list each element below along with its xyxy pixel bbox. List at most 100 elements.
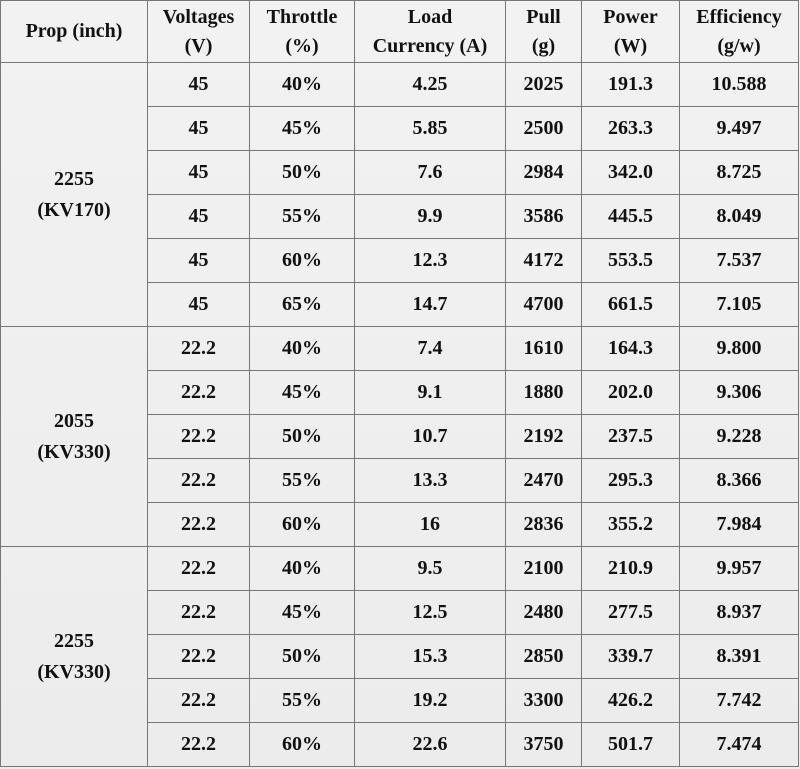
header-throttle: Throttle (%) (249, 0, 355, 63)
prop-kv: (KV330) (37, 440, 111, 463)
table-row: 45 65% 14.7 4700 661.5 7.105 (1, 282, 799, 327)
power-cell: 445.5 (581, 194, 680, 239)
pull-cell: 2836 (505, 502, 582, 547)
throttle-cell: 45% (249, 370, 355, 415)
power-cell: 426.2 (581, 678, 680, 723)
efficiency-cell: 9.800 (679, 326, 799, 371)
header-prop-label: Prop (inch) (25, 20, 123, 42)
header-load-line1: Load (407, 5, 453, 28)
prop-cell: 2255 (KV170) (0, 62, 148, 327)
load-cell: 9.1 (354, 370, 506, 415)
voltage-cell: 45 (147, 238, 250, 283)
table-body: 2255 (KV170) 45 40% 4.25 2025 191.3 10.588 45 45%… (0, 62, 799, 767)
throttle-cell: 60% (249, 238, 355, 283)
load-cell: 19.2 (354, 678, 506, 723)
pull-cell: 2480 (505, 590, 582, 635)
efficiency-cell: 8.937 (679, 590, 799, 635)
load-cell: 16 (354, 502, 506, 547)
power-cell: 661.5 (581, 282, 680, 327)
table-row: 2055 (KV330) 22.2 40% 7.4 1610 164.3 9.800 (0, 326, 799, 547)
table-row: 2255 (KV330) 22.2 40% 9.5 2100 210.9 9.957 (0, 546, 799, 767)
pull-cell: 2025 (505, 62, 582, 107)
throttle-cell: 55% (249, 678, 355, 723)
header-efficiency-line1: Efficiency (696, 5, 782, 28)
voltage-cell: 45 (147, 62, 250, 107)
header-throttle-line2: (%) (285, 34, 319, 57)
load-cell: 7.4 (354, 326, 506, 371)
throttle-cell: 65% (249, 282, 355, 327)
throttle-cell: 55% (249, 458, 355, 503)
throttle-cell: 50% (249, 414, 355, 459)
table-row: 22.2 60% 16 2836 355.2 7.984 (1, 502, 799, 547)
table-row: 2255 (KV170) 45 40% 4.25 2025 191.3 10.588 (0, 62, 799, 327)
efficiency-cell: 9.228 (679, 414, 799, 459)
throttle-cell: 40% (249, 62, 355, 107)
voltage-cell: 22.2 (147, 634, 250, 679)
prop-cell: 2255 (KV330) (0, 546, 148, 767)
header-pull: Pull (g) (505, 0, 582, 63)
load-cell: 9.9 (354, 194, 506, 239)
efficiency-cell: 8.049 (679, 194, 799, 239)
prop-cell: 2055 (KV330) (0, 326, 148, 547)
efficiency-cell: 7.105 (679, 282, 799, 327)
table-row: 45 60% 12.3 4172 553.5 7.537 (1, 238, 799, 283)
header-pull-line2: (g) (531, 34, 556, 57)
pull-cell: 2500 (505, 106, 582, 151)
table-row: 22.2 45% 9.1 1880 202.0 9.306 (1, 370, 799, 415)
prop-size: 2055 (54, 409, 94, 432)
power-cell: 339.7 (581, 634, 680, 679)
efficiency-cell: 7.742 (679, 678, 799, 723)
header-voltage: Voltages (V) (147, 0, 250, 63)
voltage-cell: 45 (147, 150, 250, 195)
voltage-cell: 22.2 (147, 678, 250, 723)
efficiency-cell: 9.497 (679, 106, 799, 151)
power-cell: 277.5 (581, 590, 680, 635)
throttle-cell: 40% (249, 546, 355, 591)
pull-cell: 3750 (505, 722, 582, 767)
voltage-cell: 22.2 (147, 370, 250, 415)
voltage-cell: 22.2 (147, 458, 250, 503)
power-cell: 501.7 (581, 722, 680, 767)
pull-cell: 2192 (505, 414, 582, 459)
efficiency-cell: 8.725 (679, 150, 799, 195)
pull-cell: 2850 (505, 634, 582, 679)
pull-cell: 1880 (505, 370, 582, 415)
throttle-cell: 55% (249, 194, 355, 239)
table-row: 22.2 55% 13.3 2470 295.3 8.366 (1, 458, 799, 503)
voltage-cell: 22.2 (147, 502, 250, 547)
table-row: 45 50% 7.6 2984 342.0 8.725 (1, 150, 799, 195)
load-cell: 12.5 (354, 590, 506, 635)
header-load: Load Currency (A) (354, 0, 506, 63)
voltage-cell: 45 (147, 106, 250, 151)
table-row: 22.2 50% 15.3 2850 339.7 8.391 (1, 634, 799, 679)
efficiency-cell: 7.474 (679, 722, 799, 767)
load-cell: 9.5 (354, 546, 506, 591)
prop-kv: (KV330) (37, 660, 111, 683)
table-row: 22.2 55% 19.2 3300 426.2 7.742 (1, 678, 799, 723)
throttle-cell: 50% (249, 634, 355, 679)
table-row: 45 55% 9.9 3586 445.5 8.049 (1, 194, 799, 239)
header-voltage-line1: Voltages (162, 5, 235, 28)
efficiency-cell: 8.391 (679, 634, 799, 679)
pull-cell: 2100 (505, 546, 582, 591)
throttle-cell: 40% (249, 326, 355, 371)
efficiency-cell: 7.537 (679, 238, 799, 283)
header-prop: Prop (inch) (0, 0, 148, 63)
power-cell: 237.5 (581, 414, 680, 459)
throttle-cell: 60% (249, 722, 355, 767)
load-cell: 14.7 (354, 282, 506, 327)
voltage-cell: 45 (147, 282, 250, 327)
voltage-cell: 22.2 (147, 326, 250, 371)
table-row: 22.2 45% 12.5 2480 277.5 8.937 (1, 590, 799, 635)
load-cell: 7.6 (354, 150, 506, 195)
power-cell: 263.3 (581, 106, 680, 151)
load-cell: 4.25 (354, 62, 506, 107)
header-efficiency: Efficiency (g/w) (679, 0, 799, 63)
voltage-cell: 22.2 (147, 590, 250, 635)
pull-cell: 2470 (505, 458, 582, 503)
header-power-line2: (W) (613, 34, 648, 57)
efficiency-cell: 8.366 (679, 458, 799, 503)
power-cell: 210.9 (581, 546, 680, 591)
power-cell: 191.3 (581, 62, 680, 107)
